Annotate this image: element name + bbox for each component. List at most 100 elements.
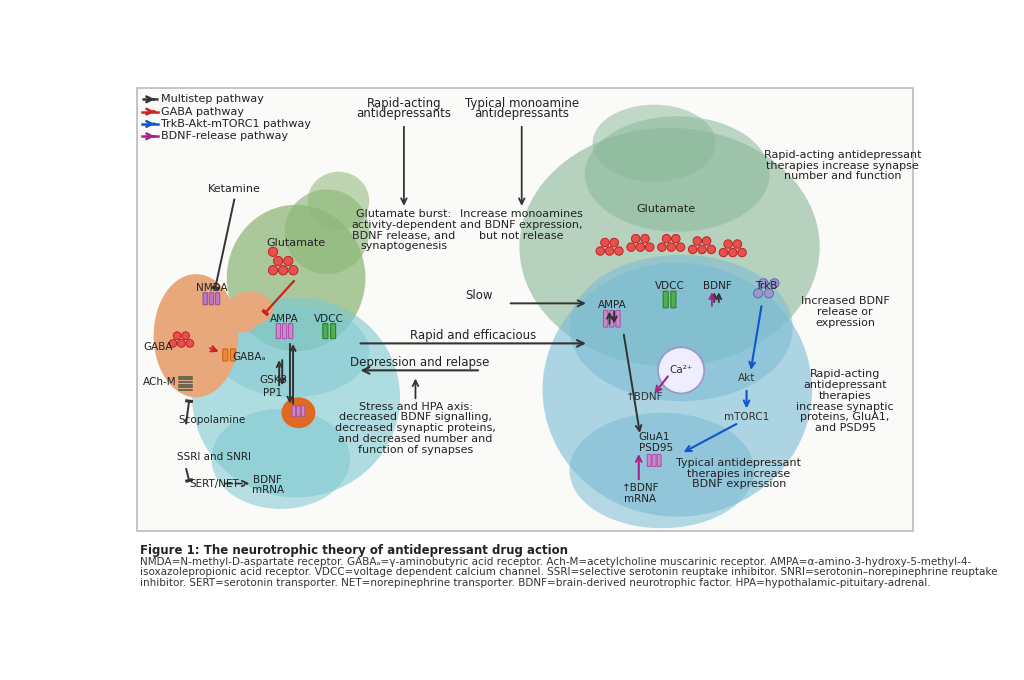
Text: isoxazolepropionic acid receptor. VDCC=voltage dependent calcium channel. SSRI=s: isoxazolepropionic acid receptor. VDCC=v… [140,568,997,577]
Circle shape [645,243,654,252]
Text: BDNF expression: BDNF expression [691,479,786,490]
Text: Scopolamine: Scopolamine [178,415,246,426]
Circle shape [268,247,278,256]
FancyBboxPatch shape [203,292,208,305]
Circle shape [273,256,283,266]
Circle shape [186,339,194,347]
Ellipse shape [569,255,793,401]
FancyBboxPatch shape [331,324,336,339]
Ellipse shape [226,292,273,326]
Text: GABA: GABA [143,342,173,352]
Text: PP1: PP1 [263,388,283,398]
Circle shape [688,245,697,254]
FancyBboxPatch shape [289,324,293,339]
Circle shape [601,238,609,247]
Circle shape [672,235,680,243]
Ellipse shape [193,297,400,497]
Text: BDNF: BDNF [702,281,732,290]
Text: TrkB: TrkB [755,281,777,290]
FancyBboxPatch shape [652,454,656,466]
Text: and PSD95: and PSD95 [814,423,876,433]
Text: BDNF-release pathway: BDNF-release pathway [161,131,288,141]
Text: inhibitor. SERT=serotonin transporter. NET=norepinephrine transporter. BDNF=brai: inhibitor. SERT=serotonin transporter. N… [140,578,931,588]
Ellipse shape [519,128,819,367]
Ellipse shape [215,305,370,397]
FancyBboxPatch shape [215,292,220,305]
Text: Slow: Slow [465,289,493,302]
Ellipse shape [543,262,812,517]
Ellipse shape [226,205,366,351]
Ellipse shape [282,397,315,428]
Circle shape [605,247,613,255]
Circle shape [279,266,288,275]
Text: NMDA: NMDA [196,283,227,293]
Text: mTORC1: mTORC1 [724,411,769,422]
Text: proteins, GluA1,: proteins, GluA1, [801,412,890,422]
Text: SERT/NET: SERT/NET [189,479,240,488]
Circle shape [770,279,779,288]
Circle shape [596,247,604,255]
Text: AMPA: AMPA [270,313,299,324]
Text: PSD95: PSD95 [639,443,673,453]
Text: ACh-M: ACh-M [143,377,177,387]
Text: mRNA: mRNA [252,485,284,495]
FancyBboxPatch shape [223,349,227,361]
Text: Typical antidepressant: Typical antidepressant [677,458,802,468]
Text: Increased BDNF: Increased BDNF [801,296,890,306]
Text: VDCC: VDCC [314,313,344,324]
Text: Figure 1: The neurotrophic theory of antidepressant drug action: Figure 1: The neurotrophic theory of ant… [140,543,567,557]
FancyBboxPatch shape [230,349,236,361]
Circle shape [728,248,737,257]
Text: Multistep pathway: Multistep pathway [161,95,263,104]
FancyBboxPatch shape [671,291,676,308]
Circle shape [641,235,649,243]
FancyBboxPatch shape [301,406,305,416]
FancyBboxPatch shape [657,454,662,466]
Text: and BDNF expression,: and BDNF expression, [461,220,583,230]
Text: Stress and HPA axis:: Stress and HPA axis: [358,401,472,411]
Text: NMDA=N-methyl-D-aspartate receptor. GABAₐ=γ-aminobutyric acid receptor. Ach-M=ac: NMDA=N-methyl-D-aspartate receptor. GABA… [140,557,971,566]
Text: GluA1: GluA1 [639,432,671,443]
Circle shape [657,243,666,252]
FancyBboxPatch shape [283,324,287,339]
Text: Glutamate: Glutamate [266,238,326,248]
Text: antidepressants: antidepressants [356,107,452,120]
Circle shape [738,248,746,257]
Text: AMPA: AMPA [597,300,627,310]
Text: VDCC: VDCC [654,281,684,290]
FancyBboxPatch shape [276,324,281,339]
Ellipse shape [307,171,370,231]
Circle shape [719,248,728,257]
FancyBboxPatch shape [209,292,214,305]
Circle shape [658,347,705,394]
Circle shape [707,245,716,254]
Circle shape [268,266,278,275]
Ellipse shape [211,409,350,509]
Text: Increase monoamines: Increase monoamines [460,209,583,219]
Circle shape [697,245,707,254]
Text: ↑BDNF: ↑BDNF [622,483,659,493]
Circle shape [284,256,293,266]
FancyBboxPatch shape [609,311,614,327]
Text: Rapid-acting antidepressant: Rapid-acting antidepressant [764,150,922,160]
Text: number and function: number and function [784,171,901,182]
FancyBboxPatch shape [664,291,669,308]
FancyBboxPatch shape [323,324,328,339]
Text: expression: expression [815,318,876,328]
Text: antidepressant: antidepressant [803,380,887,390]
Ellipse shape [226,308,258,333]
Ellipse shape [569,413,755,528]
Circle shape [754,289,763,298]
Text: Ketamine: Ketamine [208,184,261,194]
Circle shape [169,339,177,347]
Text: Glutamate burst:: Glutamate burst: [356,209,452,219]
FancyBboxPatch shape [137,88,912,530]
Text: therapies increase synapse: therapies increase synapse [766,160,920,171]
Circle shape [667,243,676,252]
Circle shape [632,235,640,243]
Text: synaptogenesis: synaptogenesis [360,241,447,252]
Ellipse shape [593,105,716,182]
Text: antidepressants: antidepressants [474,107,569,120]
Text: therapies increase: therapies increase [687,469,791,479]
Circle shape [702,237,711,245]
